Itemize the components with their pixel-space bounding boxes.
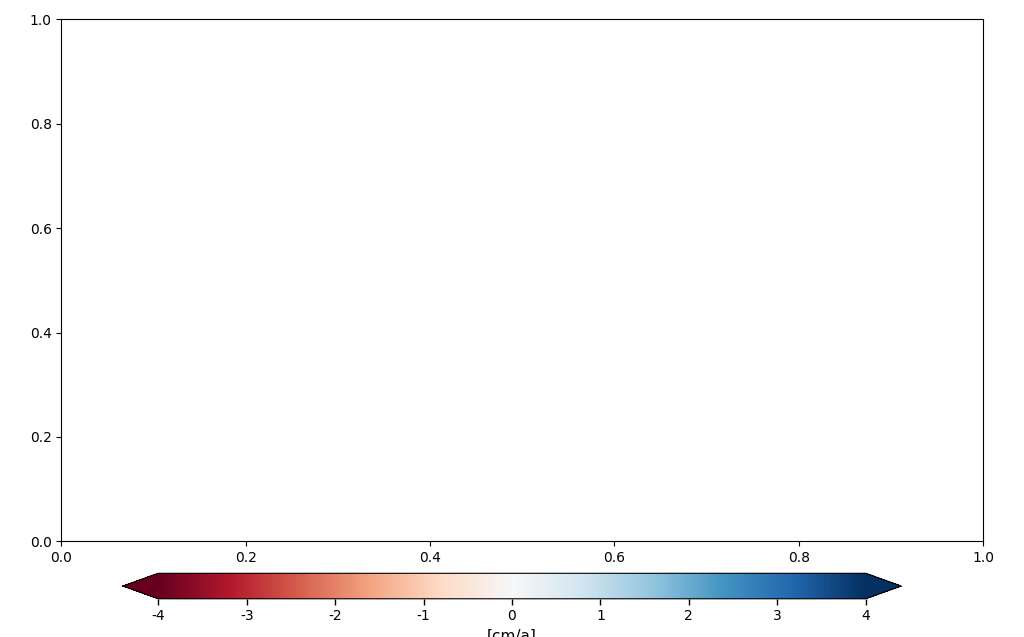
X-axis label: [cm/a]: [cm/a] bbox=[487, 629, 537, 637]
PathPatch shape bbox=[865, 573, 901, 599]
PathPatch shape bbox=[123, 573, 159, 599]
